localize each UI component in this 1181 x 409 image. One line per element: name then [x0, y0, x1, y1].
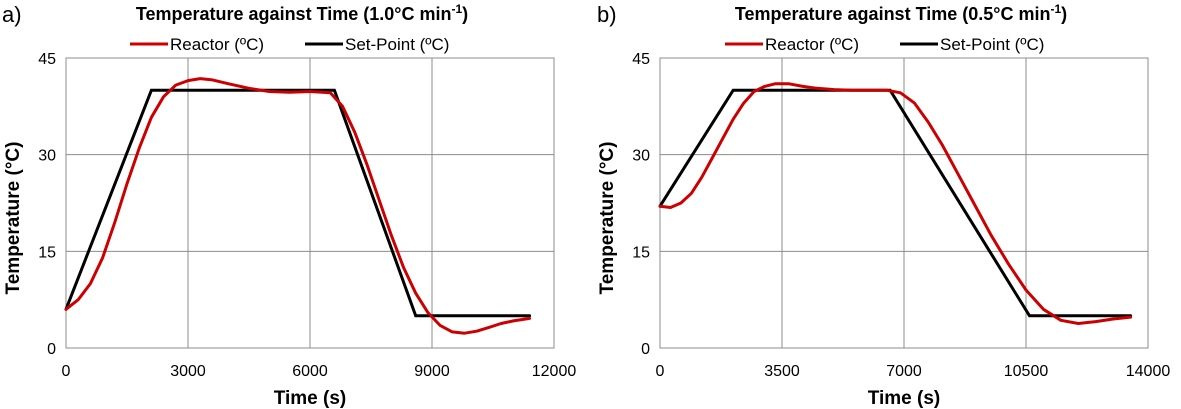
y-tick-label-b: 0 — [641, 341, 650, 358]
y-tick-label-b: 15 — [632, 244, 650, 261]
x-tick-label-a: 0 — [62, 363, 71, 380]
y-tick-label-a: 30 — [38, 148, 56, 165]
x-tick-label-a: 6000 — [292, 363, 328, 380]
x-tick-label-b: 10500 — [1004, 363, 1049, 380]
reactor-line-b — [658, 82, 1133, 325]
x-tick-label-b: 3500 — [764, 363, 800, 380]
x-tick-label-a: 9000 — [414, 363, 450, 380]
y-tick-label-a: 45 — [38, 51, 56, 68]
chart-a: a) Temperature against Time (1.0°C min-1… — [2, 2, 576, 409]
y-axis-title-a: Temperature (°C) — [3, 142, 24, 295]
setpoint-line-a — [64, 88, 532, 318]
x-tick-label-a: 12000 — [532, 363, 577, 380]
x-tick-label-b: 14000 — [1126, 363, 1171, 380]
y-tick-label-a: 15 — [38, 244, 56, 261]
chart-title-a: Temperature against Time (1.0°C min-1) — [136, 2, 468, 24]
x-tick-label-b: 7000 — [886, 363, 922, 380]
reactor-line-a — [64, 77, 532, 335]
x-axis-title-b: Time (s) — [868, 388, 941, 409]
legend-label-reactor-a: Reactor (ºC) — [170, 35, 264, 54]
chart-b: b) Temperature against Time (0.5°C min-1… — [597, 2, 1170, 409]
panel-label-b: b) — [597, 2, 617, 27]
plot-area-a: 0 15 30 45 0 3000 6000 9000 12000 — [38, 51, 576, 380]
x-tick-label-a: 3000 — [170, 363, 206, 380]
legend-a: Reactor (ºC) Set-Point (ºC) — [130, 35, 449, 54]
y-tick-label-b: 45 — [632, 51, 650, 68]
x-tick-label-b: 0 — [656, 363, 665, 380]
x-axis-title-a: Time (s) — [274, 388, 347, 409]
legend-b: Reactor (ºC) Set-Point (ºC) — [725, 35, 1044, 54]
chart-title-b: Temperature against Time (0.5°C min-1) — [735, 2, 1067, 24]
panel-label-a: a) — [2, 2, 22, 27]
y-axis-title-b: Temperature (°C) — [597, 142, 618, 295]
legend-label-setpoint-b: Set-Point (ºC) — [940, 35, 1044, 54]
y-tick-label-a: 0 — [47, 341, 56, 358]
y-tick-label-b: 30 — [632, 148, 650, 165]
plot-area-b: 0 15 30 45 0 3500 7000 10500 14000 — [632, 51, 1170, 380]
legend-label-setpoint-a: Set-Point (ºC) — [345, 35, 449, 54]
legend-label-reactor-b: Reactor (ºC) — [765, 35, 859, 54]
